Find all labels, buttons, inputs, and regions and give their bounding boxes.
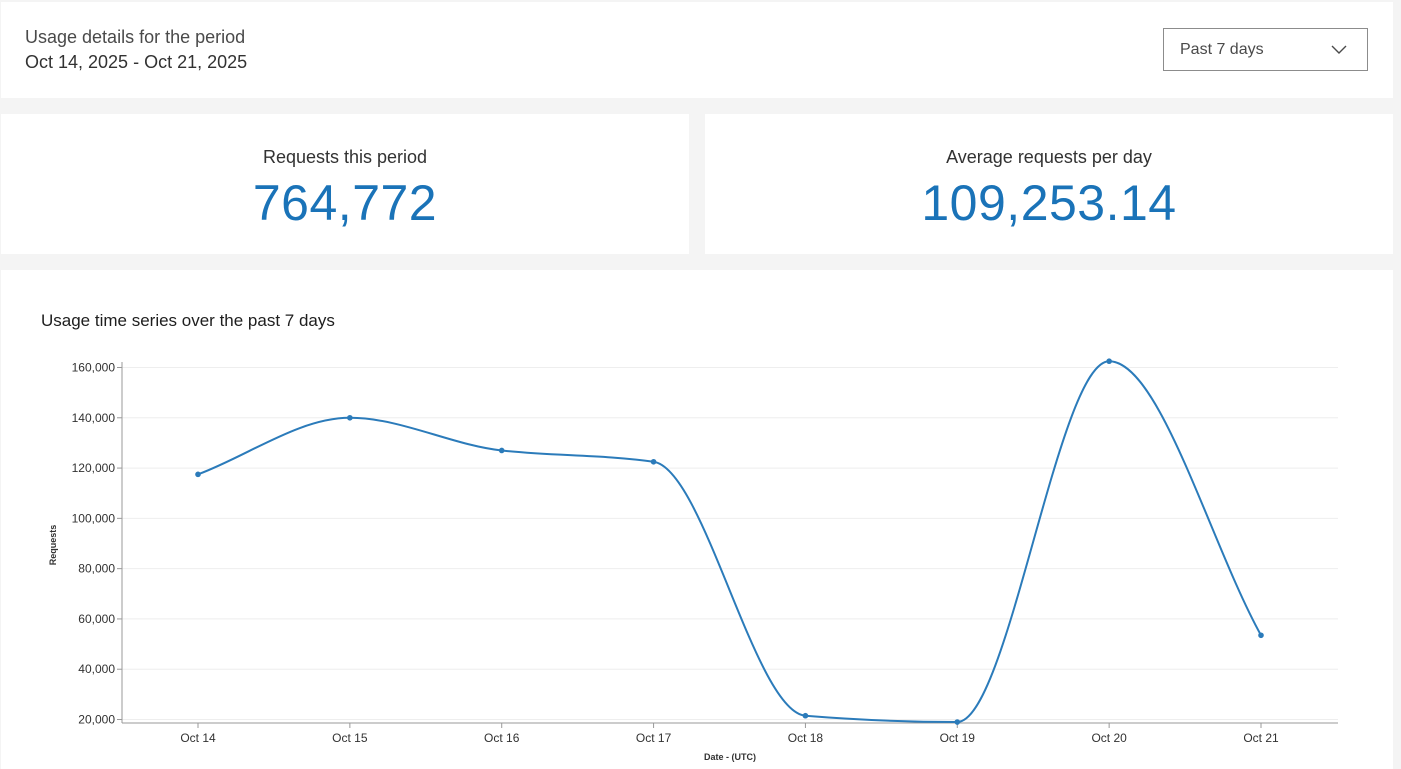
period-label: Usage details for the period [25, 27, 246, 47]
y-tick-label: 160,000 [72, 361, 116, 375]
x-tick-label: Oct 18 [788, 731, 824, 745]
data-point [195, 471, 201, 478]
x-tick-label: Oct 21 [1243, 731, 1279, 745]
data-point [1258, 632, 1264, 639]
average-stat-value: 109,253.14 [921, 175, 1177, 231]
series-line [197, 360, 1262, 724]
data-point [347, 414, 353, 421]
average-stat-label: Average requests per day [946, 147, 1152, 167]
y-tick-label: 120,000 [72, 461, 116, 475]
x-tick-label: Oct 14 [180, 731, 216, 745]
usage-line-chart: 20,000 40,000 60,000 80,000 100,000 120,000 14… [48, 358, 1338, 762]
y-axis-label: Requests [48, 525, 58, 566]
requests-stat-label: Requests this period [262, 147, 428, 167]
y-tick-label: 140,000 [72, 411, 116, 425]
x-tick-label: Oct 19 [940, 731, 976, 745]
x-tick-label: Oct 16 [484, 731, 520, 745]
y-tick-label: 80,000 [78, 562, 115, 576]
period-range: Oct 14, 2025 - Oct 21, 2025 [25, 52, 248, 72]
requests-stat-value: 764,772 [252, 175, 438, 231]
data-point [802, 712, 809, 719]
chart-title: Usage time series over the past 7 days [41, 311, 335, 330]
y-tick-label: 100,000 [72, 511, 116, 525]
requests-stat-card: Requests this period 764,772 [1, 114, 689, 254]
chevron-down-icon [1331, 45, 1347, 54]
period-select[interactable]: Past 7 days [1163, 28, 1368, 71]
y-tick-label: 20,000 [78, 713, 115, 727]
period-select-value: Past 7 days [1180, 41, 1264, 58]
x-axis-label: Date - (UTC) [704, 752, 756, 762]
data-point [954, 719, 961, 725]
y-tick-label: 60,000 [78, 612, 115, 626]
usage-chart-card: Usage time series over the past 7 days 2… [1, 270, 1393, 769]
period-header: Usage details for the period Oct 14, 202… [1, 2, 1393, 98]
data-point [498, 447, 505, 454]
average-stat-card: Average requests per day 109,253.14 [705, 114, 1393, 254]
y-tick-label: 40,000 [78, 662, 115, 676]
data-point [1106, 358, 1112, 365]
x-tick-label: Oct 15 [332, 731, 368, 745]
x-tick-label: Oct 20 [1091, 731, 1127, 745]
data-point [650, 458, 657, 465]
x-tick-label: Oct 17 [636, 731, 672, 745]
